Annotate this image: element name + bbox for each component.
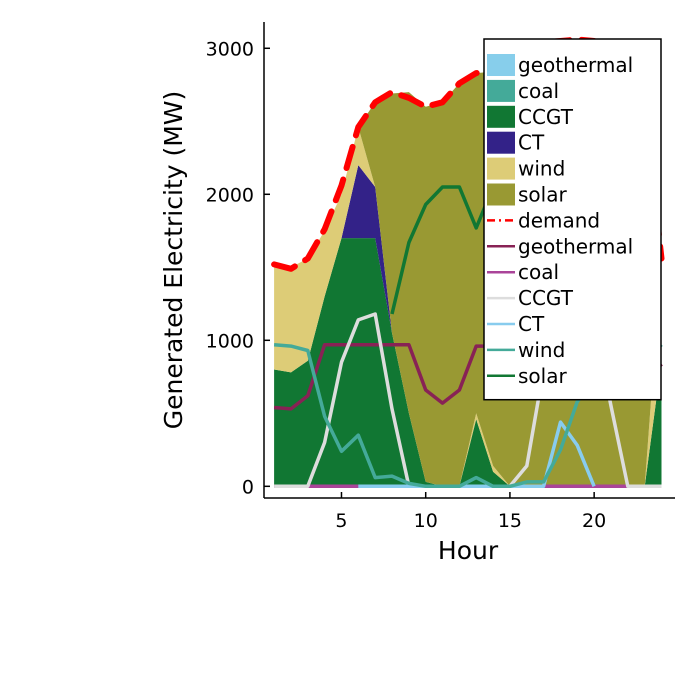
legend-label: solar xyxy=(518,183,567,207)
legend-swatch xyxy=(487,183,515,206)
x-tick-label: 15 xyxy=(498,510,522,532)
x-tick-label: 10 xyxy=(414,510,438,532)
y-tick-label: 0 xyxy=(242,476,254,498)
legend: geothermalcoalCCGTCTwindsolardemandgeoth… xyxy=(483,38,662,401)
legend-label: demand xyxy=(518,208,600,232)
legend-swatch xyxy=(487,157,515,180)
legend-label: CCGT xyxy=(518,105,574,129)
legend-label: wind xyxy=(518,338,565,362)
legend-label: geothermal xyxy=(518,234,633,258)
legend-label: CT xyxy=(518,312,545,336)
legend-label: CT xyxy=(518,131,545,155)
y-tick-label: 2000 xyxy=(206,184,254,206)
legend-label: solar xyxy=(518,364,567,388)
x-tick-label: 5 xyxy=(335,510,347,532)
legend-swatch xyxy=(487,54,515,76)
legend-label: wind xyxy=(518,157,565,181)
legend-label: geothermal xyxy=(518,53,633,77)
legend-label: CCGT xyxy=(518,286,574,310)
y-ticks: 0 1000 2000 3000 xyxy=(206,38,270,498)
x-tick-label: 20 xyxy=(582,510,606,532)
legend-swatch xyxy=(487,131,515,154)
line-ct-4 xyxy=(358,420,596,489)
legend-swatch xyxy=(487,105,515,128)
y-tick-label: 3000 xyxy=(206,38,254,60)
y-axis-label: Generated Electricity (MW) xyxy=(159,91,188,430)
area-ccgt-2 xyxy=(274,238,662,487)
legend-label: coal xyxy=(518,260,559,284)
legend-label: coal xyxy=(518,79,559,103)
x-ticks: 5 10 15 20 xyxy=(335,492,606,532)
x-axis-label: Hour xyxy=(438,536,499,565)
axes xyxy=(263,22,675,499)
legend-swatch xyxy=(487,79,515,102)
y-tick-label: 1000 xyxy=(206,330,254,352)
